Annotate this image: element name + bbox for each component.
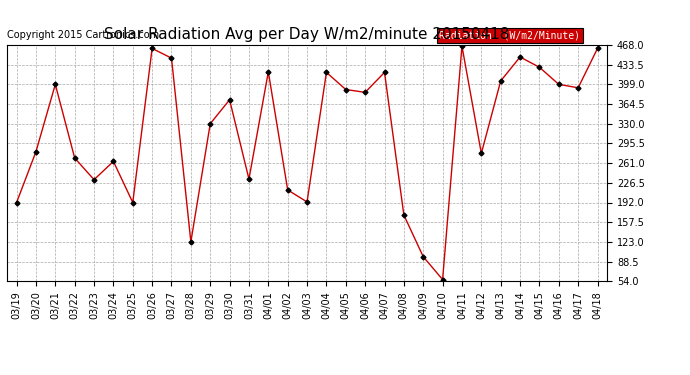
Title: Solar Radiation Avg per Day W/m2/minute 20150418: Solar Radiation Avg per Day W/m2/minute …	[104, 27, 510, 42]
Text: Copyright 2015 Cartronics.com: Copyright 2015 Cartronics.com	[7, 30, 159, 40]
Text: Radiation  (W/m2/Minute): Radiation (W/m2/Minute)	[439, 30, 580, 40]
